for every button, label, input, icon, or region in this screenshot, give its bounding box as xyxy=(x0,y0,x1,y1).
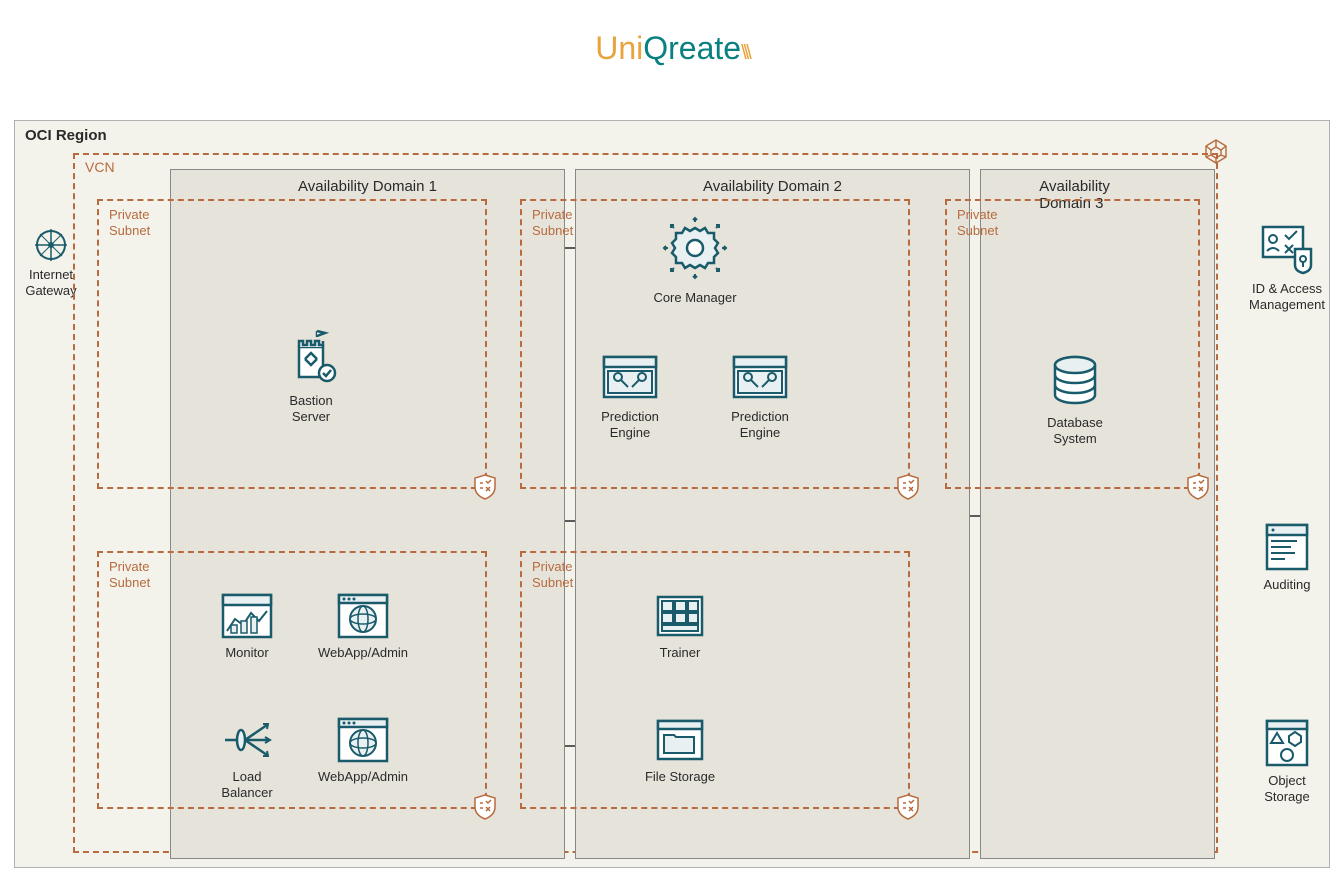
bastion-node: BastionServer xyxy=(275,329,347,424)
core-manager-node: Core Manager xyxy=(645,216,745,306)
balancer-icon xyxy=(219,715,275,765)
prediction-engine-1-node: PredictionEngine xyxy=(590,351,670,440)
object-storage-label: ObjectStorage xyxy=(1264,773,1310,804)
auditing-label: Auditing xyxy=(1264,577,1311,592)
globe-window-icon xyxy=(335,715,391,765)
castle-icon xyxy=(281,329,341,389)
iam-label: ID & AccessManagement xyxy=(1249,281,1325,312)
globe-window-icon xyxy=(335,591,391,641)
bastion-label: BastionServer xyxy=(289,393,332,424)
shield-icon xyxy=(896,473,920,501)
trainer-label: Trainer xyxy=(660,645,701,660)
auditing-node: Auditing xyxy=(1243,521,1331,593)
gateway-icon xyxy=(33,227,69,263)
prediction-engine-1-label: PredictionEngine xyxy=(601,409,659,440)
shield-icon xyxy=(473,793,497,821)
doc-icon xyxy=(1261,521,1313,573)
brand-dots: \\\ xyxy=(741,42,749,64)
ad1-label: Availability Domain 1 xyxy=(298,178,437,195)
gear-icon xyxy=(660,216,730,286)
iam-icon xyxy=(1259,221,1315,277)
vcn-icon xyxy=(1198,137,1234,173)
internet-gateway-node: InternetGateway xyxy=(21,227,81,298)
region-label: OCI Region xyxy=(25,127,107,144)
toolbox-icon xyxy=(598,351,662,405)
shield-icon xyxy=(896,793,920,821)
database-node: DatabaseSystem xyxy=(1035,351,1115,446)
database-label: DatabaseSystem xyxy=(1047,415,1103,446)
webapp-2-label: WebApp/Admin xyxy=(318,769,408,784)
subnet-label: PrivateSubnet xyxy=(957,207,998,238)
subnet-label: PrivateSubnet xyxy=(109,207,150,238)
toolbox-icon xyxy=(728,351,792,405)
subnet-label: PrivateSubnet xyxy=(532,207,573,238)
monitor-node: Monitor xyxy=(211,591,283,661)
oci-region: OCI Region InternetGateway VCN xyxy=(14,120,1330,868)
file-storage-node: File Storage xyxy=(635,715,725,785)
load-balancer-label: LoadBalancer xyxy=(221,769,272,800)
chart-icon xyxy=(219,591,275,641)
database-icon xyxy=(1045,351,1105,411)
grid-icon xyxy=(652,591,708,641)
shield-icon xyxy=(1186,473,1210,501)
folder-icon xyxy=(652,715,708,765)
ad2-label: Availability Domain 2 xyxy=(703,178,842,195)
iam-node: ID & AccessManagement xyxy=(1243,221,1331,312)
monitor-label: Monitor xyxy=(225,645,268,660)
shield-icon xyxy=(473,473,497,501)
object-storage-node: ObjectStorage xyxy=(1243,717,1331,804)
brand-part1: Uni xyxy=(595,30,643,66)
webapp-1-label: WebApp/Admin xyxy=(318,645,408,660)
trainer-node: Trainer xyxy=(644,591,716,661)
brand-logo: UniQreate\\\ xyxy=(595,30,749,67)
brand-part2: Qreate xyxy=(643,30,741,66)
shapes-icon xyxy=(1261,717,1313,769)
webapp-2-node: WebApp/Admin xyxy=(315,715,411,785)
file-storage-label: File Storage xyxy=(645,769,715,784)
vcn-label: VCN xyxy=(85,159,115,175)
private-subnet: PrivateSubnet xyxy=(97,551,487,809)
internet-gateway-label: InternetGateway xyxy=(25,267,76,298)
load-balancer-node: LoadBalancer xyxy=(211,715,283,800)
prediction-engine-2-label: PredictionEngine xyxy=(731,409,789,440)
prediction-engine-2-node: PredictionEngine xyxy=(720,351,800,440)
subnet-label: PrivateSubnet xyxy=(532,559,573,590)
subnet-label: PrivateSubnet xyxy=(109,559,150,590)
webapp-1-node: WebApp/Admin xyxy=(315,591,411,661)
core-manager-label: Core Manager xyxy=(653,290,736,305)
